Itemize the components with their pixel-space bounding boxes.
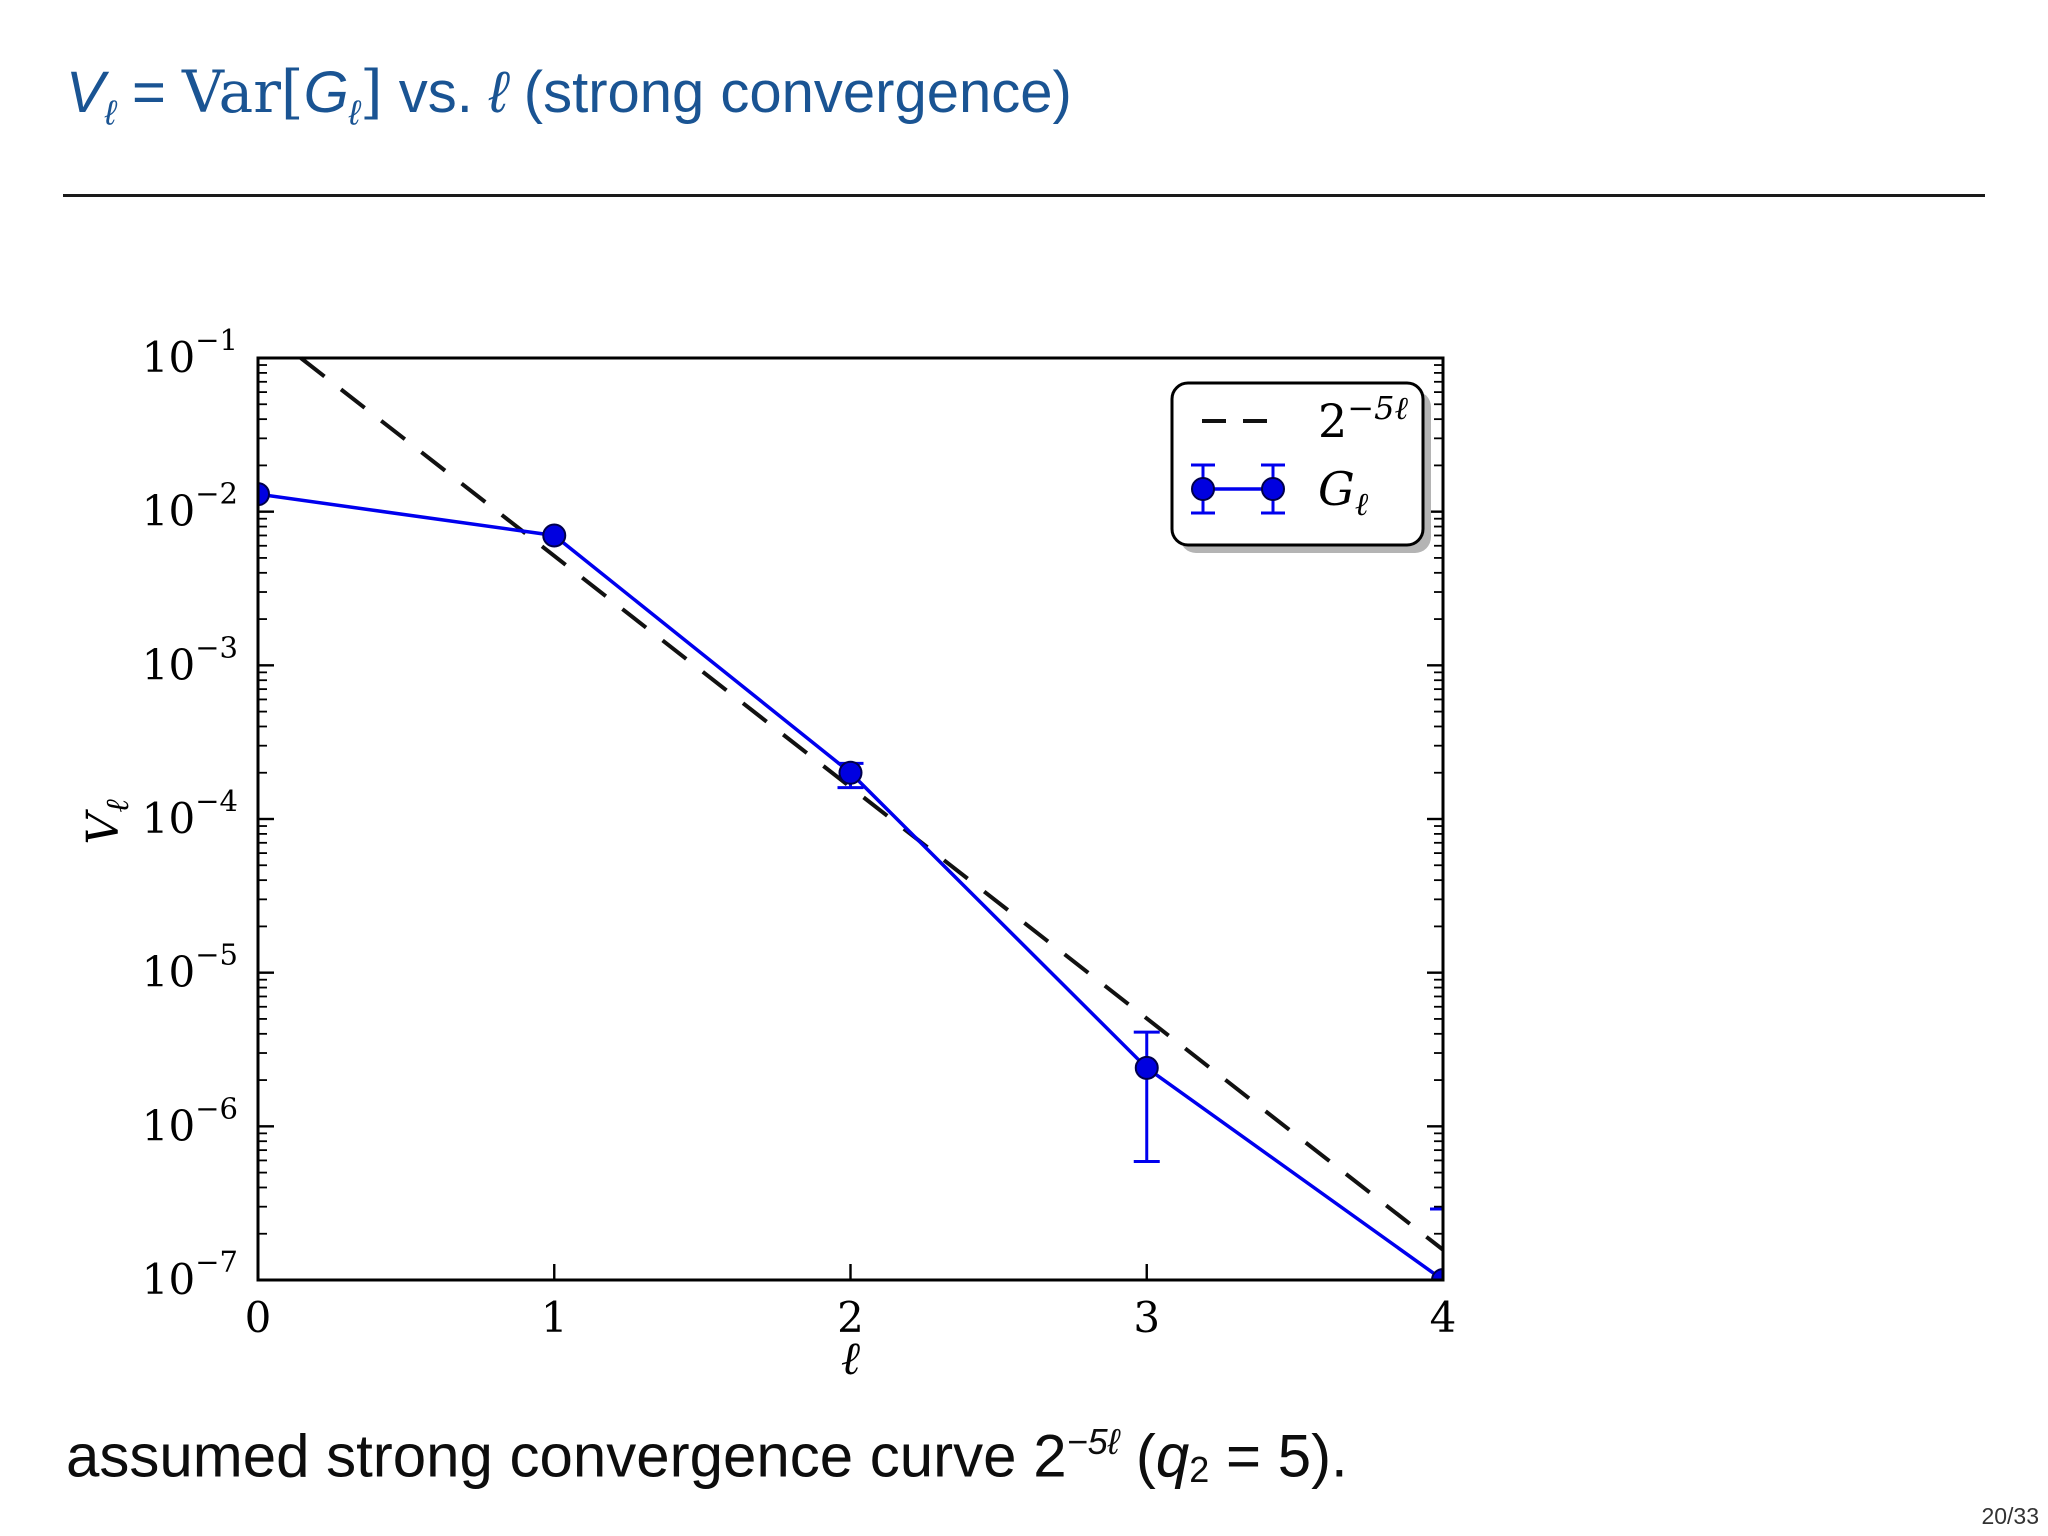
caption-close-paren: ). (1311, 1422, 1348, 1490)
page-title: Vℓ = Var[Gℓ] vs. ℓ (strong convergence) (66, 58, 1072, 134)
caption-open-paren: ( (1119, 1422, 1156, 1490)
data-point-marker (258, 482, 270, 507)
y-tick-label: 10−6 (142, 1091, 238, 1150)
caption-q: q (1155, 1422, 1190, 1490)
title-lbracket: [ (280, 58, 304, 126)
x-tick-label: 3 (1133, 1293, 1160, 1342)
title-underline (63, 194, 1985, 197)
legend-box (1170, 381, 1425, 547)
title-math-v-sub: ℓ (104, 93, 116, 133)
title-math-v: V (66, 60, 105, 125)
axis-tick-labels: 10−1 10−2 10−3 10−4 10−5 10−6 10−70 1 2 3 4 (142, 323, 1457, 1342)
y-tick-exponent: −6 (195, 1091, 238, 1125)
caption-lead: assumed strong convergence curve (66, 1422, 1034, 1490)
legend-marker (1191, 477, 1215, 501)
y-tick-exponent: −3 (195, 630, 238, 664)
y-tick-label: 10−2 (142, 477, 238, 536)
caption-q-sub: 2 (1189, 1449, 1210, 1491)
x-tick-label: 1 (541, 1293, 568, 1342)
title-equals: = (115, 60, 183, 125)
caption-base-2: 2 (1033, 1422, 1067, 1490)
y-tick-exponent: −2 (195, 477, 238, 511)
y-tick-exponent: −7 (195, 1245, 238, 1279)
title-tail: (strong convergence) (507, 60, 1072, 125)
reference-dashed-line (299, 356, 1445, 1252)
x-tick-label: 4 (1430, 1293, 1457, 1342)
title-rbracket: ] (359, 58, 383, 126)
plot-frame (256, 356, 1445, 1282)
series-line (258, 492, 1443, 1280)
x-axis-label: ℓ (841, 1331, 861, 1385)
title-math-ell: ℓ (488, 60, 508, 125)
legend-marker (1261, 477, 1285, 501)
y-tick-label: 10−7 (142, 1245, 238, 1304)
y-tick-exponent: −1 (195, 323, 238, 357)
title-math-g: G (303, 60, 349, 125)
title-math-g-sub: ℓ (348, 93, 360, 133)
x-tick-label: 0 (245, 1293, 272, 1342)
caption-equals-5: = 5 (1209, 1422, 1312, 1490)
y-tick-label: 10−4 (142, 784, 238, 843)
y-axis-label: Vℓ (78, 799, 136, 845)
y-tick-label: 10−5 (142, 938, 238, 997)
data-point-marker (1134, 1055, 1159, 1080)
title-var-operator: Var (182, 58, 281, 126)
caption-exponent: −5ℓ (1066, 1421, 1120, 1462)
y-tick-exponent: −4 (195, 784, 238, 818)
title-vs: vs. (382, 60, 489, 125)
y-axis-label-sub: ℓ (98, 799, 136, 813)
y-tick-exponent: −5 (195, 938, 238, 972)
y-tick-label: 10−1 (142, 323, 238, 382)
caption-text: assumed strong convergence curve 2−5ℓ (q… (66, 1420, 1348, 1492)
data-point-marker (838, 760, 863, 785)
page-number: 20/33 (1981, 1503, 2039, 1529)
data-point-marker (542, 523, 567, 548)
legend-label-series-sub: ℓ (1355, 485, 1369, 523)
y-tick-label: 10−3 (142, 630, 238, 689)
data-point-marker (1431, 1268, 1443, 1280)
legend-label-series: Gℓ (1318, 462, 1369, 523)
series-group (258, 482, 1443, 1280)
legend-label-reference-sup: −5ℓ (1347, 389, 1408, 427)
x-tick-label: 2 (837, 1293, 864, 1342)
